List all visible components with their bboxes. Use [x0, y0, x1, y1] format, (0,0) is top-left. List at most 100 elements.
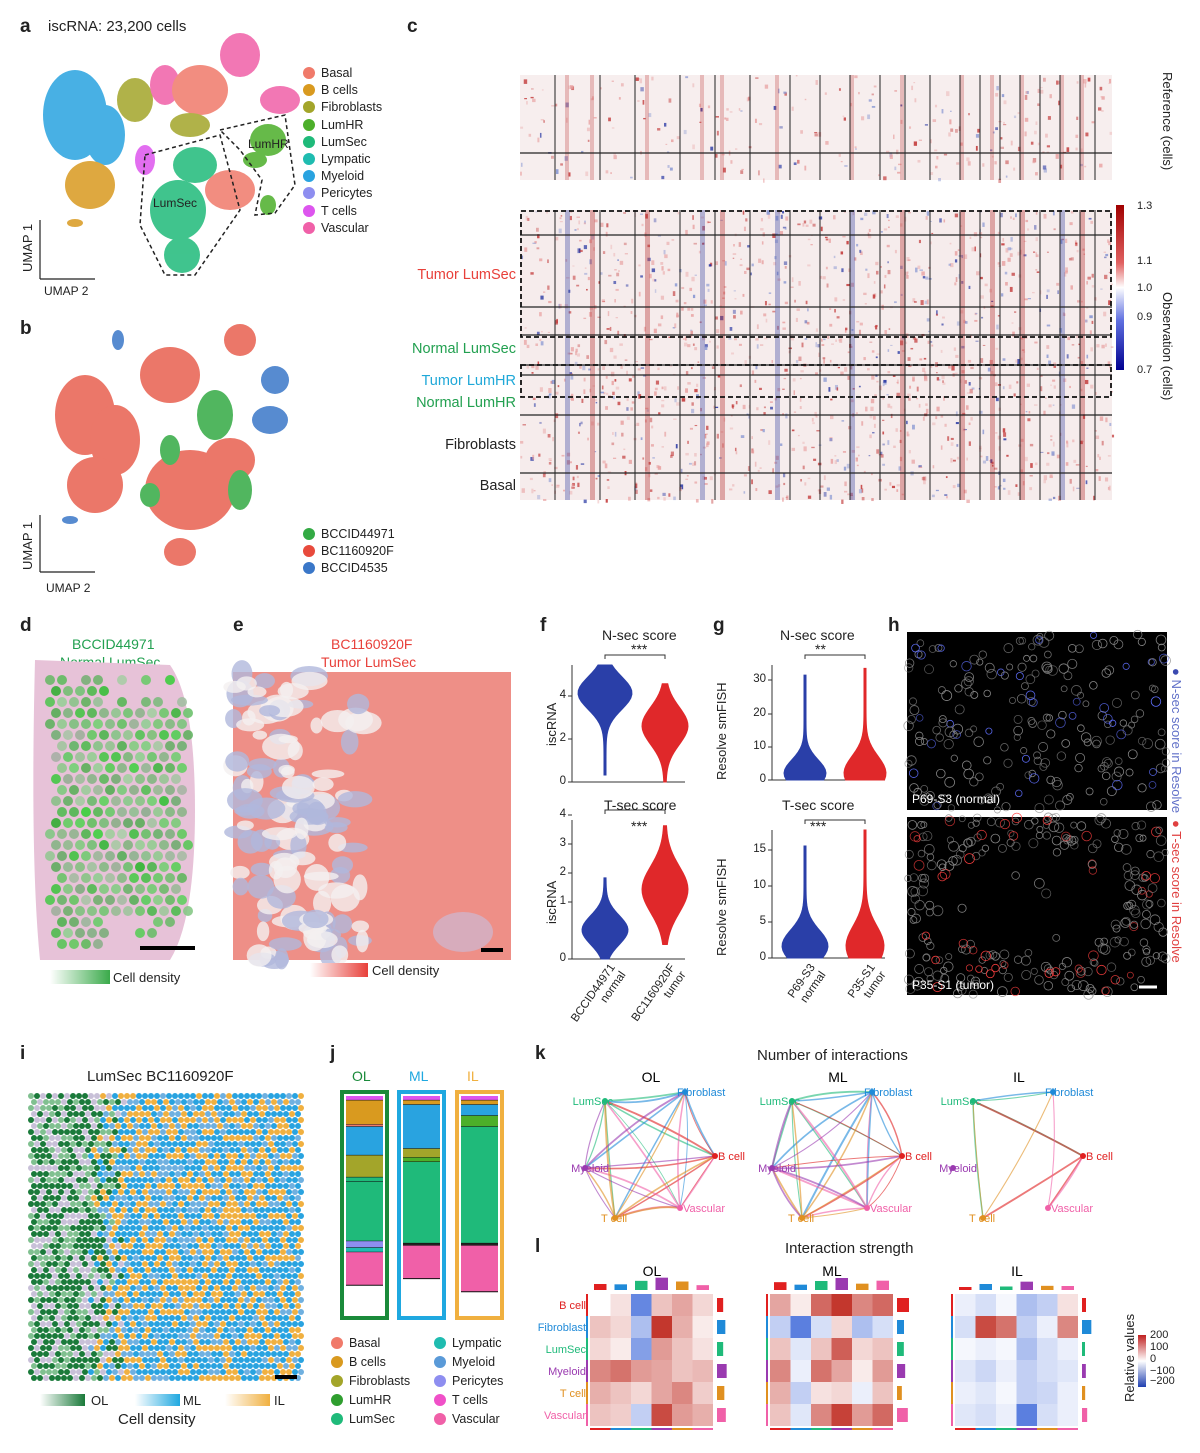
spot — [40, 1273, 46, 1279]
spot — [262, 1369, 268, 1375]
cnv-cell — [748, 96, 751, 101]
cell-outline — [1013, 725, 1023, 736]
spot — [58, 1225, 64, 1231]
cnv-cell — [842, 236, 846, 238]
cnv-cell — [717, 374, 721, 378]
cnv-cell — [732, 484, 735, 487]
panel-label-e: e — [233, 615, 244, 636]
cell-outline — [1007, 829, 1015, 837]
spot — [166, 1201, 172, 1207]
cell-outline — [934, 644, 943, 652]
spot — [190, 1117, 196, 1123]
cnv-cell — [1025, 219, 1029, 223]
spot — [286, 1153, 292, 1159]
cell-outline — [1008, 696, 1016, 704]
cell-outline — [1034, 803, 1045, 814]
spot — [82, 1117, 88, 1123]
spot — [154, 1153, 160, 1159]
spot — [46, 1093, 52, 1099]
spot — [88, 1189, 94, 1195]
spot — [148, 1261, 154, 1267]
spot — [256, 1261, 262, 1267]
spot — [253, 1315, 259, 1321]
cnv-cell — [628, 496, 631, 501]
spot — [265, 1219, 271, 1225]
cnv-cell — [595, 477, 598, 480]
cnv-cell — [657, 367, 660, 371]
cell-outline — [922, 831, 933, 842]
cnv-cell — [924, 300, 928, 305]
cnv-cell — [707, 288, 710, 292]
cell-outline — [1141, 956, 1152, 967]
cnv-cell — [824, 92, 827, 95]
spot — [94, 1201, 100, 1207]
spot — [184, 1321, 190, 1327]
cnv-cell — [566, 277, 570, 279]
cell-outline — [1130, 690, 1140, 700]
spot — [69, 785, 79, 795]
cnv-cell — [551, 105, 555, 107]
spot — [286, 1117, 292, 1123]
cnv-cell — [520, 162, 523, 167]
cell-outline — [968, 989, 978, 999]
spot — [135, 906, 145, 916]
spot — [163, 1351, 169, 1357]
cell-outline — [1003, 643, 1014, 654]
spot — [256, 1105, 262, 1111]
spot — [211, 1351, 217, 1357]
cnv-cell — [876, 353, 880, 355]
spot — [117, 763, 127, 773]
spot — [256, 1189, 262, 1195]
i-il-label: IL — [274, 1393, 285, 1408]
spot — [202, 1333, 208, 1339]
spot — [211, 1327, 217, 1333]
spot — [91, 1195, 97, 1201]
spot — [57, 719, 67, 729]
cnv-cell — [1072, 486, 1075, 492]
cnv-cell — [1097, 454, 1100, 458]
spot — [166, 1249, 172, 1255]
spot — [136, 1285, 142, 1291]
cell-outline — [922, 953, 931, 962]
spot — [220, 1189, 226, 1195]
spot — [153, 807, 163, 817]
cnv-colorbar-tick: 0.9 — [1137, 311, 1153, 323]
spot — [177, 851, 187, 861]
cell-outline — [1152, 952, 1161, 960]
violin-normal — [581, 877, 629, 960]
cell-outline — [911, 913, 921, 924]
spot — [123, 774, 133, 784]
spot — [147, 708, 157, 718]
spot — [73, 1327, 79, 1333]
cnv-cell — [888, 219, 890, 222]
spot — [94, 1177, 100, 1183]
spot — [28, 1213, 34, 1219]
composition-segment — [346, 1241, 383, 1248]
spot — [292, 1285, 298, 1291]
legend-item: Myeloid — [303, 169, 364, 183]
cnv-cell — [1035, 462, 1038, 466]
stroma-patch — [259, 705, 281, 717]
cnv-cell — [982, 222, 985, 227]
spot — [193, 1219, 199, 1225]
cnv-cell — [953, 347, 957, 351]
cnv-cell — [612, 396, 615, 400]
cnv-cell — [674, 323, 677, 328]
spot — [181, 1135, 187, 1141]
spot — [57, 763, 67, 773]
legend-dot-icon — [303, 204, 315, 217]
spot — [45, 675, 55, 685]
spot — [277, 1135, 283, 1141]
spot — [256, 1117, 262, 1123]
spot — [220, 1369, 226, 1375]
legend-dot-icon — [303, 187, 315, 200]
cnv-cell — [916, 398, 919, 400]
cnv-cell — [540, 341, 544, 346]
spot — [154, 1237, 160, 1243]
spot — [193, 1183, 199, 1189]
spot — [121, 1291, 127, 1297]
cell-outline — [1087, 843, 1098, 854]
spot — [178, 1189, 184, 1195]
spot — [256, 1129, 262, 1135]
spot — [55, 1351, 61, 1357]
